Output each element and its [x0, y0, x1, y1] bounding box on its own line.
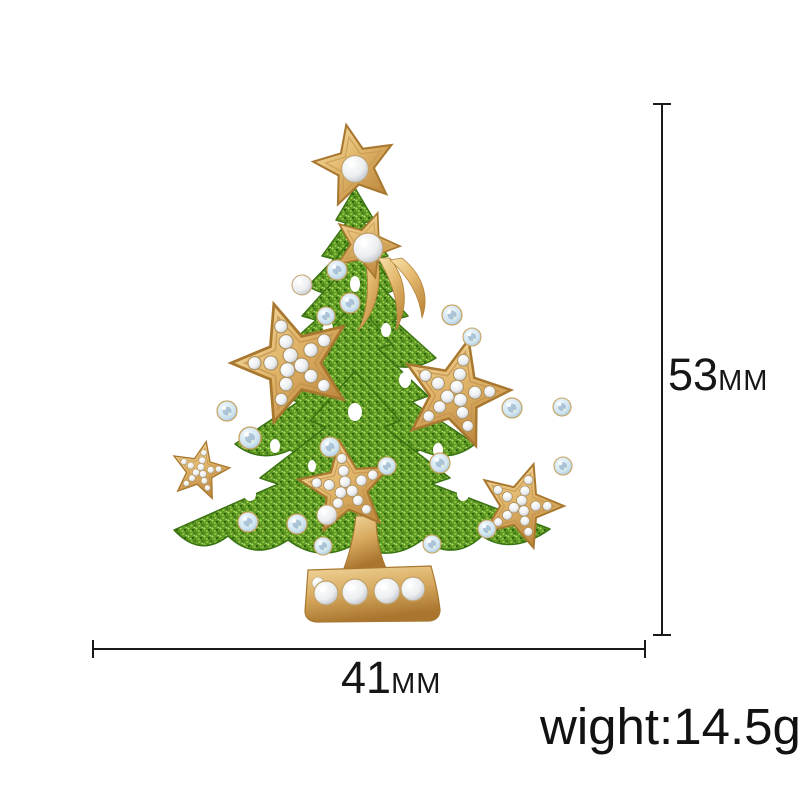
height-unit: MM: [718, 365, 769, 397]
brooch-illustration: [150, 116, 590, 623]
height-dimension-cap-top: [653, 103, 671, 105]
width-dimension-label: 41MM: [341, 655, 441, 700]
width-value: 41: [341, 652, 392, 703]
width-dimension-cap-right: [644, 640, 646, 658]
height-dimension-label: 53MM: [668, 352, 768, 397]
height-dimension-cap-bottom: [653, 634, 671, 636]
width-dimension-line: [93, 648, 646, 650]
height-dimension-line: [661, 104, 663, 635]
height-value: 53: [668, 349, 719, 400]
width-unit: MM: [391, 668, 442, 700]
weight-text: wight:14.5g: [540, 698, 800, 755]
christmas-tree-brooch-image: [150, 116, 590, 628]
width-dimension-cap-left: [92, 640, 94, 658]
pave-star-far-left-icon: [167, 436, 234, 501]
